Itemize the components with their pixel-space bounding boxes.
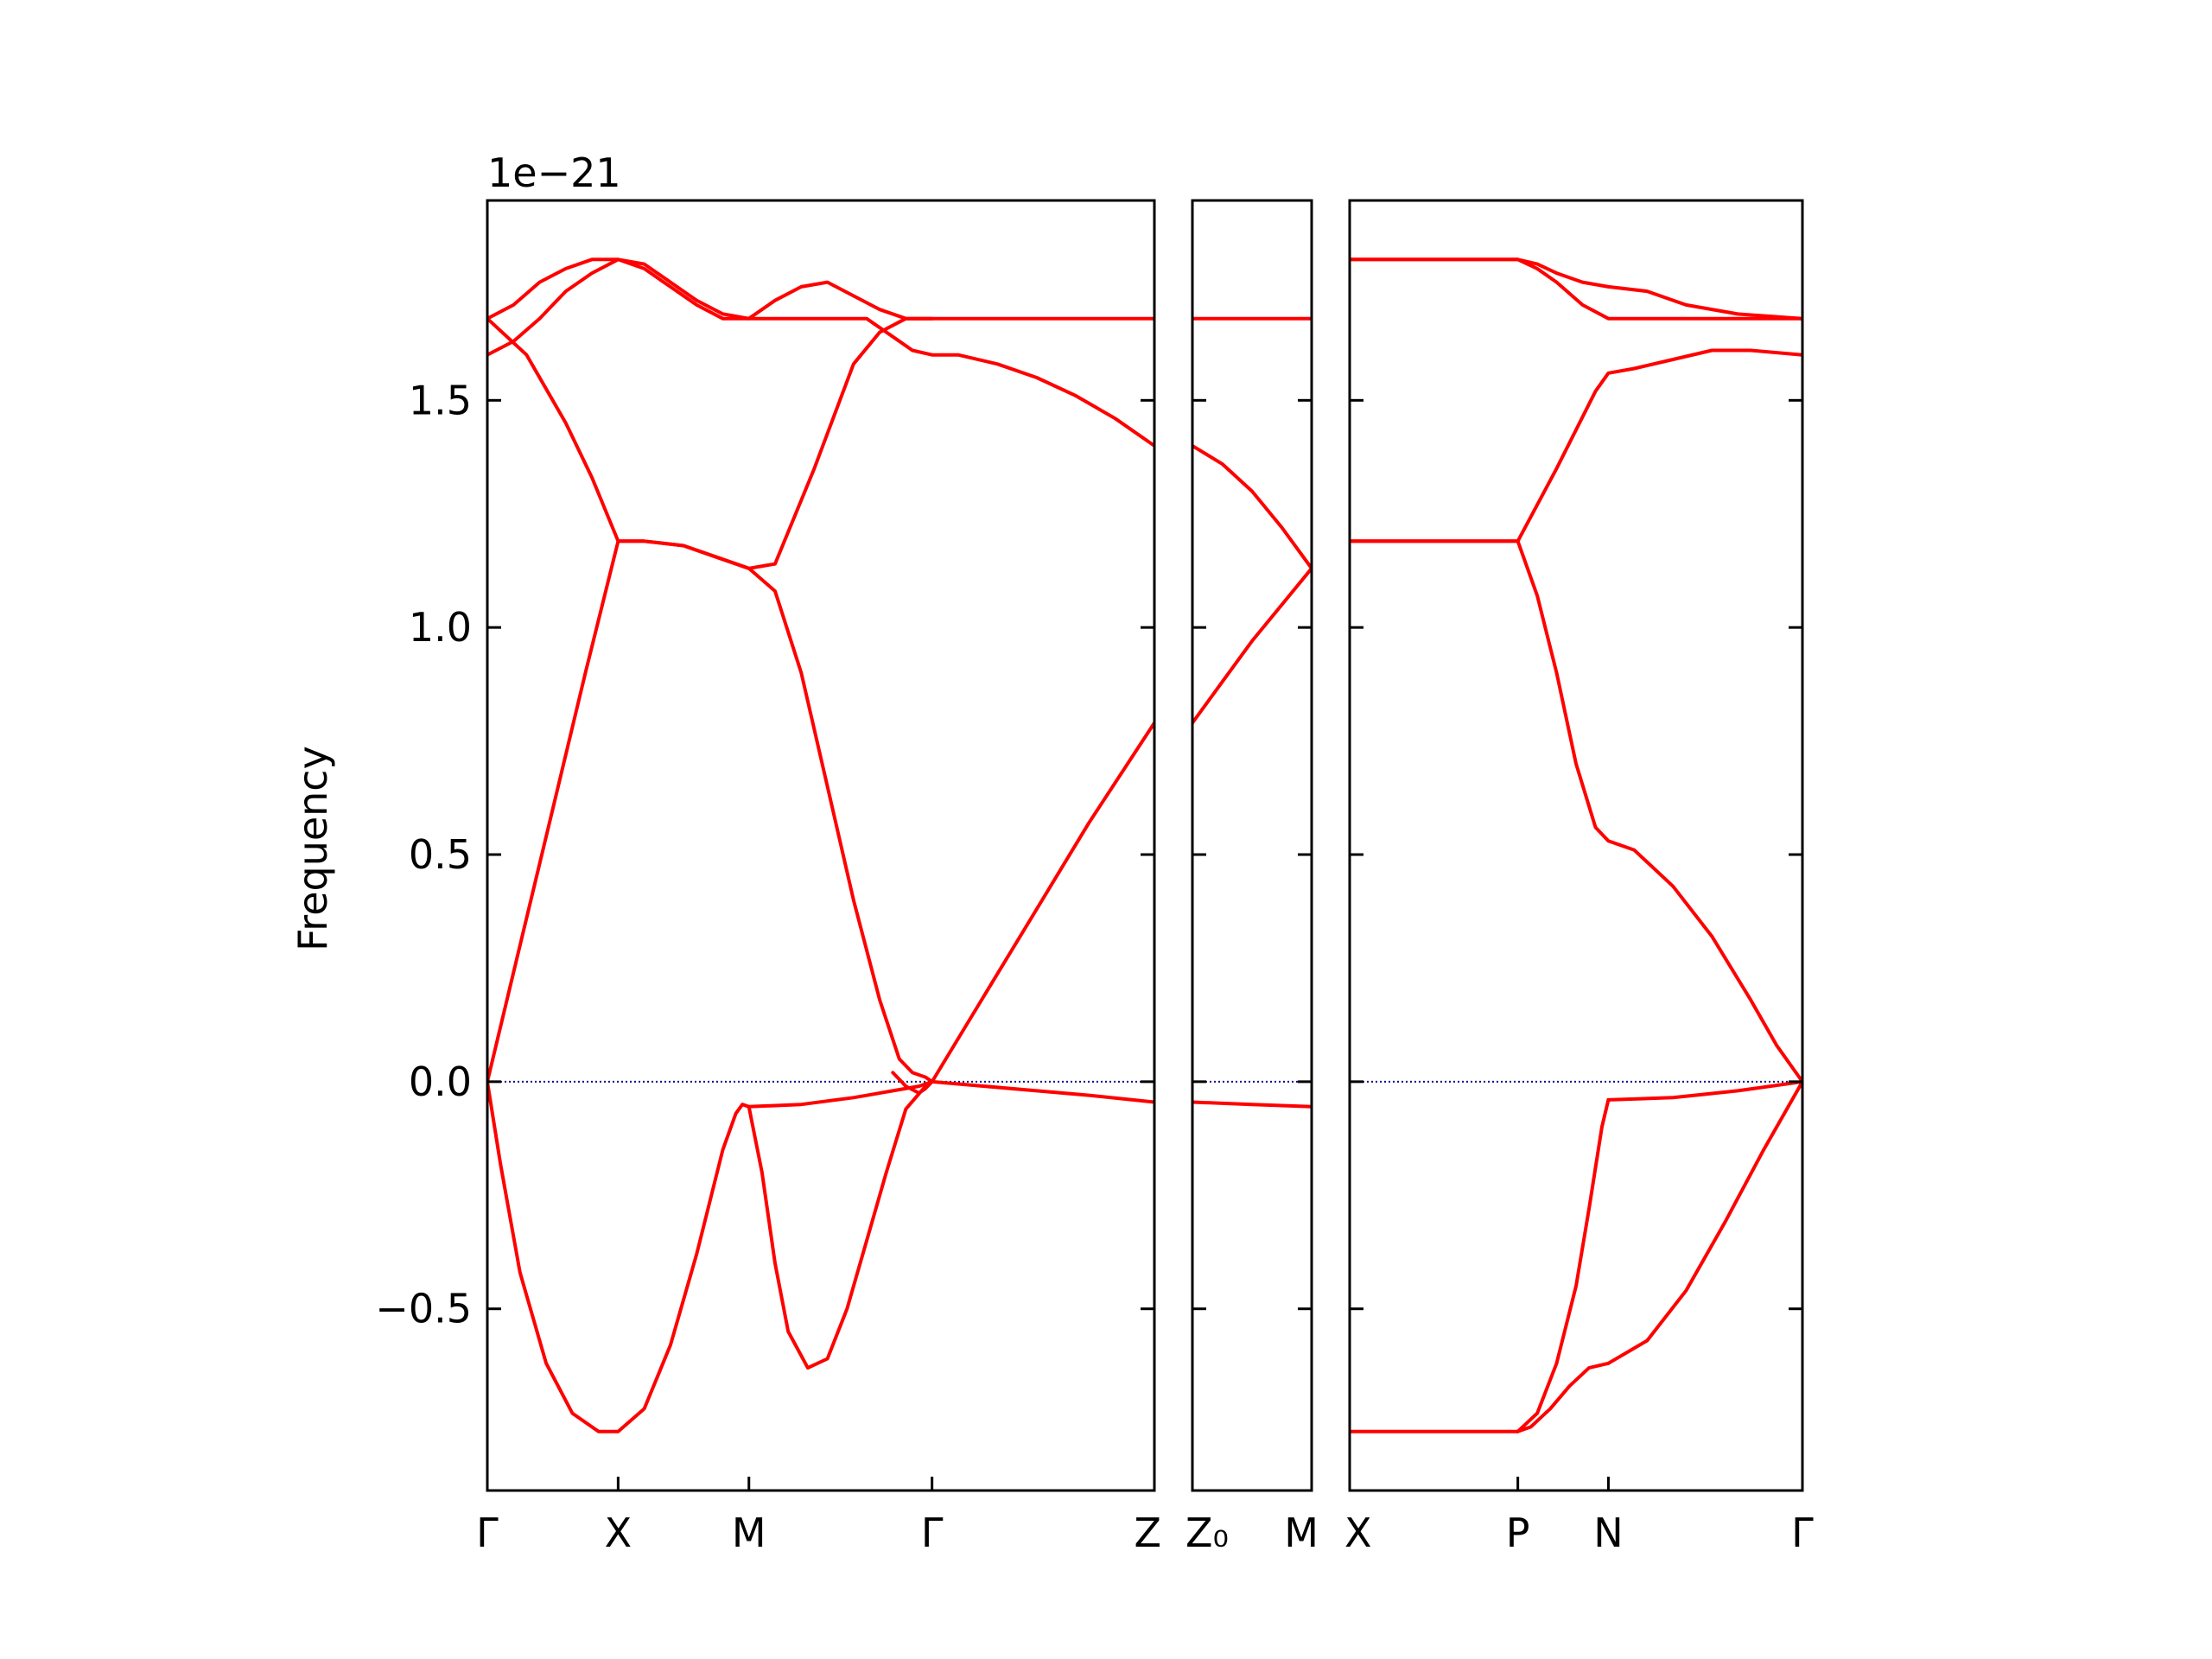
band-line-1-3 [487,316,934,570]
panel-frame [1191,199,1313,1492]
band-line-1-7 [747,1079,934,1370]
x-tick-label: Γ [476,1510,499,1556]
band-line-1-8 [747,1079,934,1109]
x-tick-label: Z₀ [1185,1510,1229,1556]
band-line-3-6 [1606,1079,1802,1365]
band-line-1-6 [487,1079,751,1433]
y-exponent-label: 1e−21 [487,149,621,196]
band-line-1-1 [487,257,1154,321]
x-tick-label: X [1344,1510,1372,1556]
band-line-3-3 [1350,348,1802,543]
band-line-1-10 [891,1071,934,1095]
x-tick-label: Z [1134,1510,1161,1556]
y-tick-label: 0.5 [409,831,472,878]
band-line-3-5 [1350,1361,1611,1433]
band-line-1-9 [930,1079,1154,1104]
band-line-3-1 [1350,257,1802,321]
x-tick-label: Γ [1791,1510,1814,1556]
band-line-3-4 [1350,539,1802,1084]
band-line-3-2 [1350,257,1802,321]
y-tick-label: 1.5 [409,377,472,423]
x-tick-label: M [1284,1510,1319,1556]
x-tick-label: M [732,1510,766,1556]
band-line-3-8 [1606,1079,1802,1102]
band-line-1-2 [487,257,1154,448]
band-line-1-5 [930,721,1154,1084]
y-tick-label: 1.0 [409,604,472,651]
band-line-3-7 [1516,1097,1611,1433]
band-line-2-3 [1192,566,1312,725]
panel-frame [1348,199,1804,1492]
y-axis-label: Frequency [289,746,336,951]
y-tick-label: −0.5 [375,1286,472,1332]
band-line-2-4 [1192,1100,1312,1109]
x-tick-label: Γ [921,1510,944,1556]
band-line-1-4 [487,539,934,1084]
x-tick-label: X [605,1510,632,1556]
x-tick-label: P [1506,1510,1530,1556]
y-tick-label: 0.0 [409,1058,472,1105]
x-tick-label: N [1593,1510,1623,1556]
band-line-2-2 [1192,443,1312,570]
panel-frame [486,199,1156,1492]
